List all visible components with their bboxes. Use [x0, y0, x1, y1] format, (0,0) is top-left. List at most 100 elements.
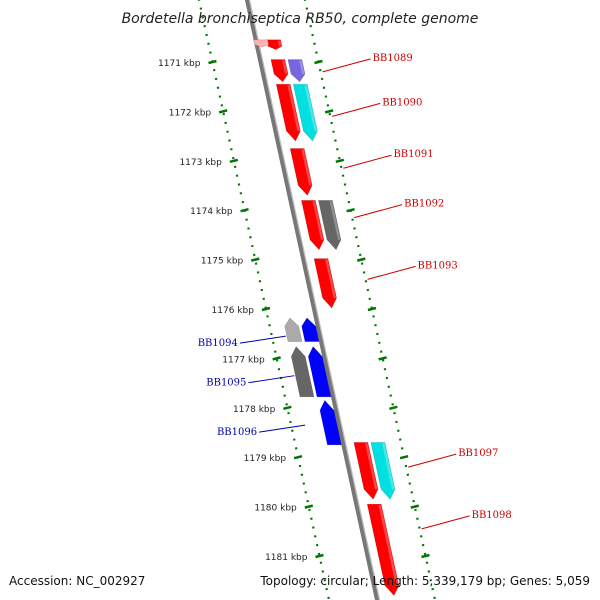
gene-name[interactable]: BB1096: [217, 427, 257, 438]
scale-tick-left: [240, 207, 249, 213]
feature-arrow[interactable]: [289, 148, 313, 196]
gene-label-BB1096[interactable]: BB1096: [217, 424, 306, 438]
accession-text: Accession: NC_002927: [9, 574, 146, 588]
gene-feature-f5[interactable]: [292, 83, 318, 142]
feature-arrow[interactable]: [318, 200, 342, 251]
scale-tick-right: [421, 553, 430, 559]
label-connector: [322, 58, 371, 73]
scale-tick-right: [399, 454, 409, 460]
backbone-highlight: [248, 0, 381, 600]
feature-arrow[interactable]: [290, 346, 315, 398]
gene-label-BB1089[interactable]: BB1089: [322, 53, 413, 73]
label-connector: [259, 424, 306, 433]
feature-arrow[interactable]: [319, 399, 342, 446]
scale-tick-right: [389, 405, 398, 411]
label-connector: [367, 265, 416, 280]
gene-feature-f6[interactable]: [289, 148, 313, 196]
feature-arrow[interactable]: [301, 200, 325, 251]
feature-shine: [378, 505, 399, 586]
gene-name[interactable]: BB1094: [198, 338, 238, 349]
feature-arrow[interactable]: [266, 39, 283, 50]
feature-shine: [299, 60, 305, 74]
feature-track: [253, 39, 400, 597]
gene-label-BB1094[interactable]: BB1094: [198, 335, 286, 349]
gene-name[interactable]: BB1092: [404, 199, 444, 210]
label-connector: [354, 204, 403, 219]
gene-label-BB1093[interactable]: BB1093: [367, 260, 458, 280]
feature-arrow[interactable]: [353, 442, 379, 500]
scale-tick-left: [315, 553, 324, 559]
feature-arrow[interactable]: [292, 83, 318, 142]
gene-label-BB1092[interactable]: BB1092: [354, 199, 444, 219]
label-connector: [332, 102, 381, 117]
gene-label-BB1098[interactable]: BB1098: [421, 510, 512, 530]
feature-arrow[interactable]: [253, 39, 270, 48]
scale-label: 1173 kbp: [179, 158, 222, 168]
gene-name[interactable]: BB1098: [472, 510, 512, 521]
scale-label: 1179 kbp: [244, 454, 287, 464]
gene-feature-f10[interactable]: [284, 317, 303, 342]
feature-arrow[interactable]: [307, 346, 332, 398]
gene-label-BB1097[interactable]: BB1097: [408, 448, 498, 468]
gene-feature-f1[interactable]: [253, 39, 270, 48]
scale-tick-left: [229, 158, 239, 164]
feature-shine: [304, 85, 317, 132]
label-connector: [421, 515, 470, 530]
feature-shine: [325, 259, 337, 299]
gene-name[interactable]: BB1097: [458, 448, 498, 459]
gene-name[interactable]: BB1089: [373, 53, 413, 64]
gene-feature-f7[interactable]: [301, 200, 325, 251]
gene-feature-f3[interactable]: [287, 59, 306, 83]
scale-label: 1176 kbp: [212, 306, 255, 316]
scale-label: 1177 kbp: [222, 355, 265, 365]
gene-labels: BB1089 BB1090 BB1091 BB1092 BB1093 BB1094 BB10…: [198, 53, 512, 530]
feature-arrow[interactable]: [275, 83, 301, 142]
feature-arrow[interactable]: [370, 442, 396, 500]
gene-feature-f17[interactable]: [366, 503, 400, 597]
gene-name[interactable]: BB1090: [382, 97, 422, 108]
scale-tick-left: [261, 306, 271, 312]
scale-tick-right: [314, 59, 323, 65]
feature-shine: [282, 60, 288, 74]
feature-arrow[interactable]: [284, 317, 303, 342]
scale-label: 1181 kbp: [265, 553, 308, 563]
feature-arrow[interactable]: [313, 258, 337, 309]
scale-tick-right: [367, 306, 377, 312]
gene-label-BB1095[interactable]: BB1095: [206, 375, 295, 389]
scale-label: 1172 kbp: [169, 108, 212, 118]
gene-feature-f8[interactable]: [318, 200, 342, 251]
label-connector: [408, 453, 457, 468]
gene-feature-f14[interactable]: [319, 399, 342, 446]
gene-label-BB1090[interactable]: BB1090: [332, 97, 422, 117]
gene-name[interactable]: BB1091: [393, 149, 433, 160]
scale-tick-left: [208, 59, 217, 65]
scale-tick-right: [324, 109, 334, 114]
genome-backbone: [244, 0, 381, 600]
scale-tick-right: [378, 356, 387, 361]
gene-feature-f4[interactable]: [275, 83, 301, 142]
gene-feature-f0[interactable]: [266, 39, 283, 50]
scale-tick-left: [218, 109, 228, 114]
gene-name[interactable]: BB1095: [206, 378, 246, 389]
feature-arrow[interactable]: [301, 317, 320, 342]
gene-feature-f2[interactable]: [270, 59, 289, 83]
feature-arrow[interactable]: [270, 59, 289, 83]
gene-feature-f15[interactable]: [353, 442, 379, 500]
scale-tick-right: [356, 257, 366, 262]
gene-name[interactable]: BB1093: [418, 260, 458, 271]
feature-shine: [264, 40, 269, 45]
gene-feature-f13[interactable]: [307, 346, 332, 398]
gene-feature-f16[interactable]: [370, 442, 396, 500]
gene-feature-f12[interactable]: [290, 346, 315, 398]
feature-shine: [312, 201, 324, 240]
gene-label-BB1091[interactable]: BB1091: [343, 149, 434, 169]
feature-arrow[interactable]: [287, 59, 306, 83]
map-title: Bordetella bronchiseptica RB50, complete…: [122, 11, 479, 27]
feature-arrow[interactable]: [366, 503, 400, 597]
kbp-scale: 1171 kbp 1172 kbp 1173 kbp 1174 kbp 1175 kbp…: [158, 0, 437, 600]
label-connector: [239, 335, 286, 344]
feature-shine: [382, 443, 395, 490]
gene-feature-f11[interactable]: [301, 317, 320, 342]
gene-feature-f9[interactable]: [313, 258, 337, 309]
